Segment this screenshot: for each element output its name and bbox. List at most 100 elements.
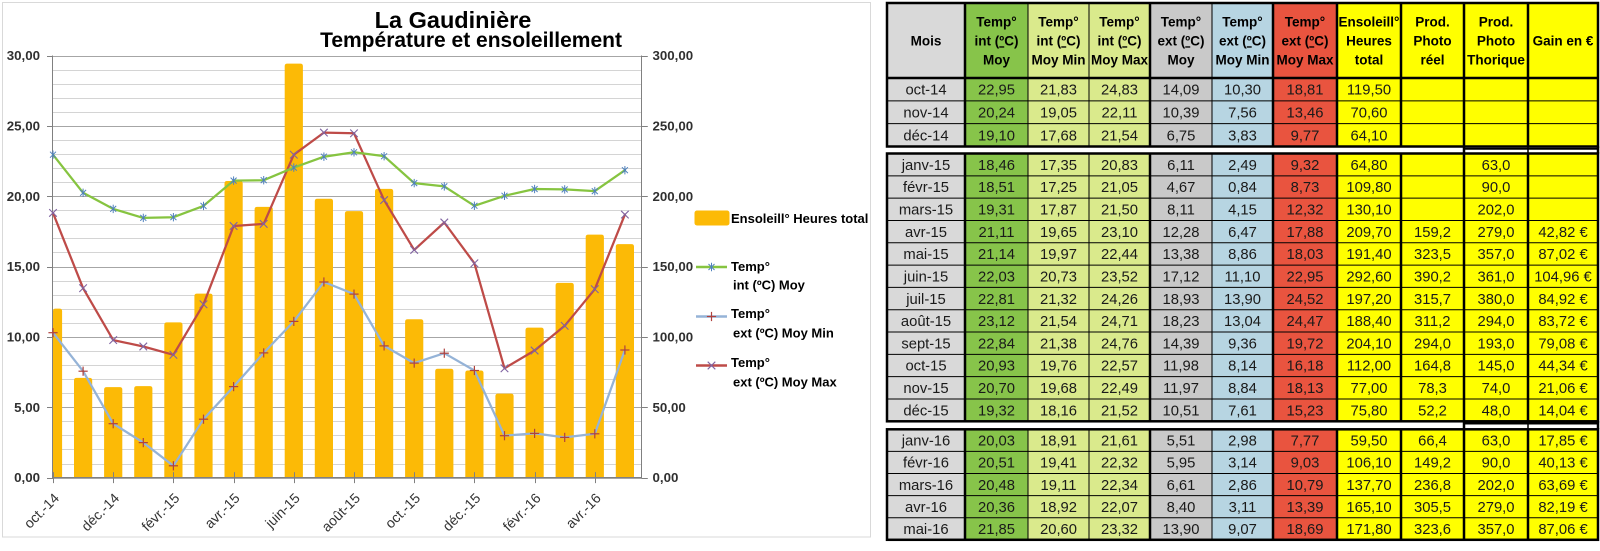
svg-text:70,60: 70,60 xyxy=(1350,105,1387,121)
svg-text:22,95: 22,95 xyxy=(978,83,1015,99)
svg-text:19,72: 19,72 xyxy=(1286,336,1323,352)
svg-text:21,52: 21,52 xyxy=(1101,403,1138,419)
svg-text:323,5: 323,5 xyxy=(1414,247,1451,263)
svg-text:104,96 €: 104,96 € xyxy=(1534,269,1592,285)
svg-text:mai-15: mai-15 xyxy=(903,247,948,263)
svg-text:13,04: 13,04 xyxy=(1224,314,1261,330)
svg-text:Temp°: Temp° xyxy=(1038,14,1078,29)
svg-text:24,52: 24,52 xyxy=(1286,292,1323,308)
svg-text:10,00: 10,00 xyxy=(7,330,40,345)
svg-text:23,32: 23,32 xyxy=(1101,522,1138,538)
svg-text:137,70: 137,70 xyxy=(1346,478,1391,494)
svg-text:9,36: 9,36 xyxy=(1228,336,1257,352)
svg-text:20,73: 20,73 xyxy=(1040,269,1077,285)
svg-text:8,73: 8,73 xyxy=(1291,180,1320,196)
svg-text:149,2: 149,2 xyxy=(1414,456,1451,472)
svg-text:18,92: 18,92 xyxy=(1040,500,1077,516)
svg-text:17,68: 17,68 xyxy=(1040,128,1077,144)
svg-text:Temp°: Temp° xyxy=(1099,14,1139,29)
svg-text:12,32: 12,32 xyxy=(1286,202,1323,218)
svg-text:87,06 €: 87,06 € xyxy=(1538,522,1588,538)
svg-text:14,04 €: 14,04 € xyxy=(1538,403,1588,419)
svg-text:4,15: 4,15 xyxy=(1228,202,1257,218)
svg-text:Moy Min: Moy Min xyxy=(1032,52,1086,67)
svg-text:44,34 €: 44,34 € xyxy=(1538,359,1588,375)
svg-text:17,88: 17,88 xyxy=(1286,225,1323,241)
svg-text:11,98: 11,98 xyxy=(1163,359,1199,375)
svg-text:18,69: 18,69 xyxy=(1286,522,1323,538)
svg-text:oct-15: oct-15 xyxy=(905,359,946,375)
svg-text:250,00: 250,00 xyxy=(653,119,694,134)
svg-text:22,03: 22,03 xyxy=(978,269,1015,285)
svg-text:9,32: 9,32 xyxy=(1291,158,1320,174)
svg-text:6,47: 6,47 xyxy=(1228,225,1257,241)
svg-text:6,11: 6,11 xyxy=(1167,158,1195,174)
svg-text:18,03: 18,03 xyxy=(1286,247,1323,263)
svg-text:18,81: 18,81 xyxy=(1286,83,1323,99)
svg-text:21,83: 21,83 xyxy=(1040,83,1077,99)
svg-text:ext (ºC) Moy Max: ext (ºC) Moy Max xyxy=(733,375,837,390)
svg-text:87,02 €: 87,02 € xyxy=(1538,247,1588,263)
svg-text:19,41: 19,41 xyxy=(1040,456,1077,472)
svg-text:août-15: août-15 xyxy=(901,314,951,330)
svg-text:avr-16: avr-16 xyxy=(905,500,947,516)
svg-text:mars-15: mars-15 xyxy=(899,202,953,218)
svg-text:Prod.: Prod. xyxy=(1415,14,1450,29)
svg-text:15,00: 15,00 xyxy=(7,259,40,274)
svg-text:int (ºC): int (ºC) xyxy=(975,33,1019,48)
svg-text:Heures: Heures xyxy=(1346,33,1392,48)
svg-text:22,81: 22,81 xyxy=(978,292,1015,308)
svg-text:202,0: 202,0 xyxy=(1477,478,1514,494)
svg-text:2,98: 2,98 xyxy=(1228,434,1257,450)
svg-text:10,39: 10,39 xyxy=(1162,105,1199,121)
svg-text:14,39: 14,39 xyxy=(1162,336,1199,352)
svg-text:20,48: 20,48 xyxy=(978,478,1015,494)
svg-text:294,0: 294,0 xyxy=(1477,314,1514,330)
svg-text:48,0: 48,0 xyxy=(1482,403,1511,419)
svg-text:Temp°: Temp° xyxy=(976,14,1016,29)
svg-text:7,56: 7,56 xyxy=(1228,105,1257,121)
svg-text:13,90: 13,90 xyxy=(1162,522,1199,538)
svg-text:8,11: 8,11 xyxy=(1167,202,1195,218)
svg-text:9,03: 9,03 xyxy=(1291,456,1320,472)
svg-text:279,0: 279,0 xyxy=(1477,225,1514,241)
svg-text:3,83: 3,83 xyxy=(1228,128,1257,144)
svg-text:22,44: 22,44 xyxy=(1101,247,1138,263)
svg-text:13,39: 13,39 xyxy=(1286,500,1323,516)
svg-text:79,08 €: 79,08 € xyxy=(1538,336,1588,352)
svg-text:19,32: 19,32 xyxy=(978,403,1015,419)
svg-text:20,93: 20,93 xyxy=(978,359,1015,375)
svg-text:24,76: 24,76 xyxy=(1101,336,1138,352)
svg-text:21,61: 21,61 xyxy=(1101,434,1138,450)
svg-text:84,92 €: 84,92 € xyxy=(1538,292,1588,308)
svg-text:0,00: 0,00 xyxy=(14,470,40,485)
svg-text:21,32: 21,32 xyxy=(1040,292,1077,308)
svg-text:25,00: 25,00 xyxy=(7,119,40,134)
svg-text:21,50: 21,50 xyxy=(1101,202,1138,218)
svg-text:2,86: 2,86 xyxy=(1228,478,1257,494)
svg-text:11,10: 11,10 xyxy=(1225,269,1261,285)
svg-text:12,28: 12,28 xyxy=(1162,225,1199,241)
svg-text:3,11: 3,11 xyxy=(1229,500,1257,516)
svg-text:11,97: 11,97 xyxy=(1163,381,1199,397)
svg-text:int (ºC): int (ºC) xyxy=(1037,33,1081,48)
svg-text:150,00: 150,00 xyxy=(653,259,694,274)
svg-text:24,83: 24,83 xyxy=(1101,83,1138,99)
svg-text:Prod.: Prod. xyxy=(1479,14,1514,29)
svg-text:8,40: 8,40 xyxy=(1167,500,1196,516)
svg-text:2,49: 2,49 xyxy=(1228,158,1257,174)
svg-text:311,2: 311,2 xyxy=(1415,314,1451,330)
svg-text:106,10: 106,10 xyxy=(1346,456,1391,472)
svg-text:63,69 €: 63,69 € xyxy=(1538,478,1588,494)
svg-text:13,38: 13,38 xyxy=(1162,247,1199,263)
svg-text:17,87: 17,87 xyxy=(1040,202,1077,218)
svg-text:18,16: 18,16 xyxy=(1040,403,1077,419)
svg-text:oct-14: oct-14 xyxy=(905,83,946,99)
svg-text:323,6: 323,6 xyxy=(1414,522,1451,538)
svg-text:déc-14: déc-14 xyxy=(903,128,948,144)
svg-text:févr-15: févr-15 xyxy=(903,180,949,196)
svg-text:197,20: 197,20 xyxy=(1346,292,1391,308)
svg-text:Photo: Photo xyxy=(1413,33,1451,48)
svg-text:6,61: 6,61 xyxy=(1167,478,1196,494)
svg-text:10,79: 10,79 xyxy=(1286,478,1323,494)
